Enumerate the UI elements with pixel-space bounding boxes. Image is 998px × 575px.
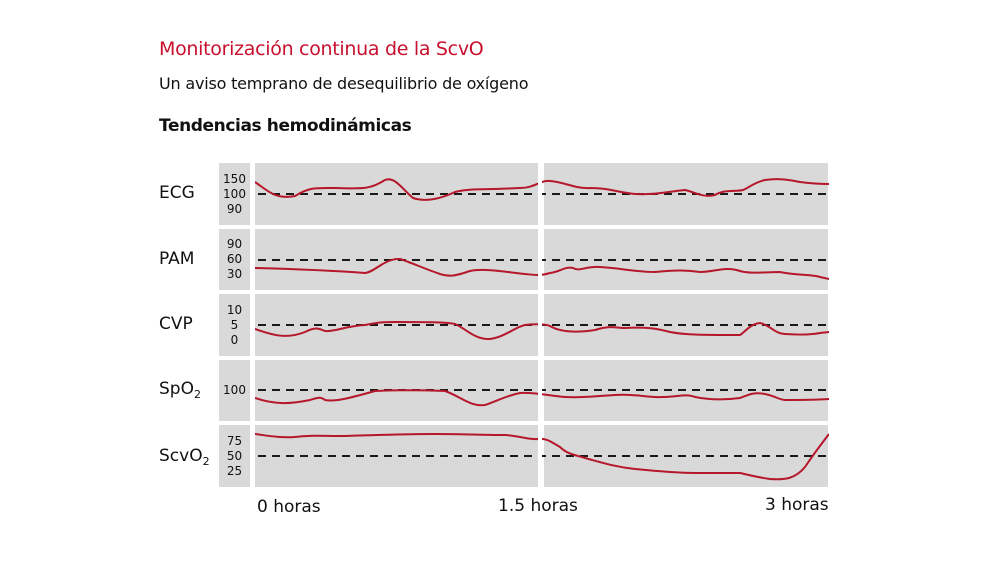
tick: 0: [230, 332, 239, 347]
scale-pam: 90 60 30: [219, 229, 250, 290]
tick: 25: [226, 463, 243, 478]
trace-lines: [255, 178, 829, 481]
section-title: Tendencias hemodinámicas: [159, 116, 412, 136]
trace-ecg: [255, 178, 829, 201]
tick: 100: [223, 383, 246, 397]
tick: 30: [226, 267, 243, 281]
trend-plot: [255, 162, 829, 488]
row-label-spo2: SpO2: [159, 379, 201, 401]
tick: 90: [226, 201, 243, 216]
tick: 50: [226, 448, 243, 463]
page-title: Monitorización continua de la ScvO: [159, 38, 484, 60]
trace-spo2: [255, 389, 829, 407]
tick: 5: [230, 317, 239, 332]
row-label-scvo2: ScvO2: [159, 446, 210, 468]
page-subtitle: Un aviso temprano de desequilibrio de ox…: [159, 74, 529, 93]
trace-cvp: [255, 320, 829, 341]
x-label-1: 1.5 horas: [498, 496, 578, 516]
trace-scvo2: [255, 432, 829, 481]
tick: 90: [226, 237, 243, 251]
scale-spo2: 100: [219, 360, 250, 421]
tick: 100: [223, 186, 246, 201]
scale-cvp: 10 5 0: [219, 294, 250, 356]
trace-pam: [255, 257, 829, 280]
x-label-0: 0 horas: [257, 497, 321, 517]
scale-scvo2: 75 50 25: [219, 425, 250, 487]
x-label-2: 3 horas: [765, 495, 829, 515]
scale-ecg: 150 100 90: [219, 163, 250, 225]
row-label-ecg: ECG: [159, 183, 195, 203]
tick: 10: [226, 302, 243, 317]
tick: 150: [223, 171, 246, 186]
row-label-cvp: CVP: [159, 314, 193, 334]
tick: 60: [226, 252, 243, 266]
tick: 75: [226, 433, 243, 448]
row-label-pam: PAM: [159, 249, 195, 269]
